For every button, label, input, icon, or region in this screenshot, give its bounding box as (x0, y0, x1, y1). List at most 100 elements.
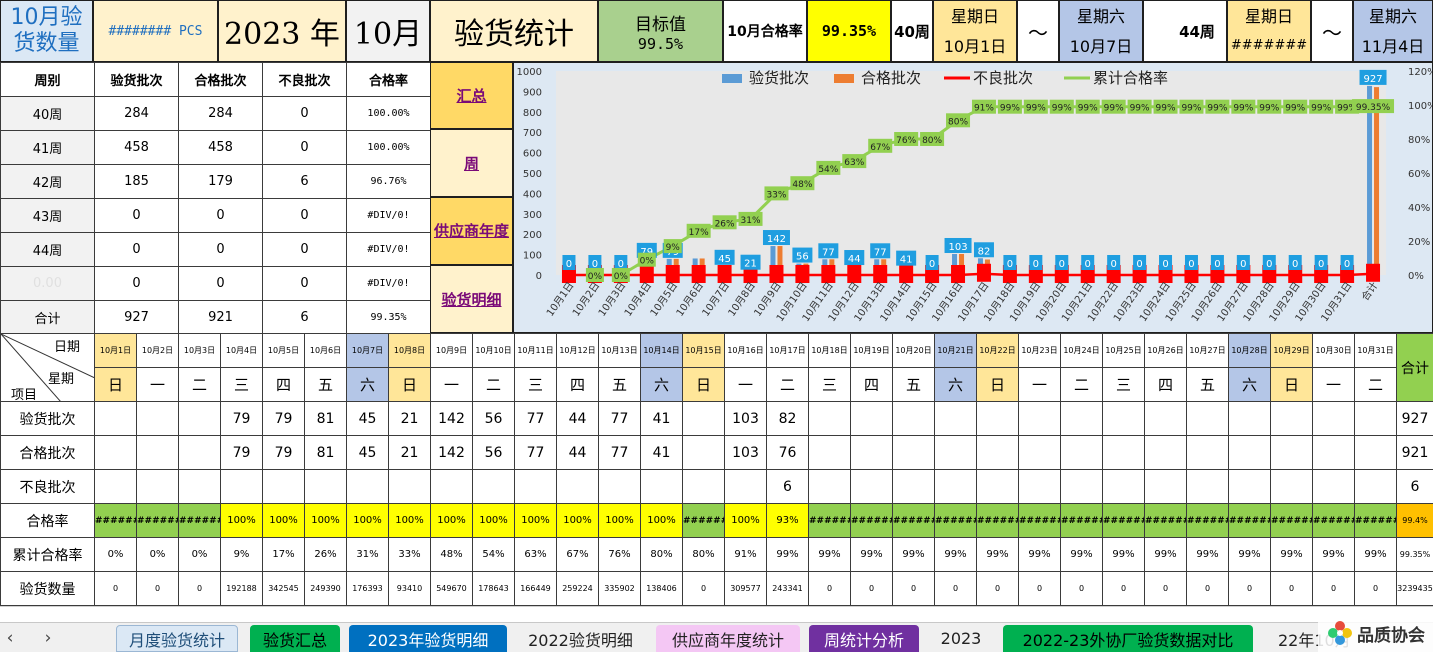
defect-marker (847, 265, 862, 283)
grid-row-label: 累计合格率 (0, 537, 95, 572)
tab-2023-detail[interactable]: 2023年验货明细 (349, 625, 507, 652)
summary-cell: 0 (94, 266, 179, 301)
rate-data-label: 33% (766, 190, 786, 200)
grid-value-cell: 99% (766, 537, 809, 572)
grid-value-cell: 100% (388, 503, 431, 538)
bar-data-label: 142 (767, 234, 786, 245)
grid-value-cell: ###### (808, 503, 851, 538)
summary-cell: 0 (262, 130, 347, 165)
nav-detail-label[interactable]: 验货明细 (441, 290, 502, 309)
nav-supplier-year-button[interactable]: 供应商年度 (430, 197, 513, 265)
bar-label-box (1340, 255, 1354, 270)
y-right-tick: 120% (1408, 67, 1433, 78)
grid-value-cell: 99% (976, 537, 1019, 572)
tab-2022-23-compare[interactable]: 2022-23外协厂验货数据对比 (1003, 625, 1253, 652)
grid-weekday-cell: 一 (1312, 367, 1355, 402)
nav-summary-button[interactable]: 汇总 (430, 62, 513, 129)
grid-value-cell (892, 401, 935, 436)
grid-value-cell (934, 469, 977, 504)
grid-date-cell: 10月25日 (1102, 333, 1145, 368)
grid-total-cell: 99.4% (1396, 503, 1433, 538)
grid-value-cell: 0 (1018, 571, 1061, 606)
grid-value-cell: 80% (682, 537, 725, 572)
grid-date-cell: 10月2日 (136, 333, 179, 368)
nav-detail-button[interactable]: 验货明细 (430, 265, 513, 333)
grid-value-cell (556, 469, 599, 504)
grid-value-cell: 45 (346, 401, 389, 436)
bar-data-label: 0 (1085, 259, 1091, 270)
grid-value-cell: 21 (388, 435, 431, 470)
nav-week-button[interactable]: 周 (430, 129, 513, 197)
y-left-tick: 700 (523, 128, 542, 139)
grid-value-cell: 100% (220, 503, 263, 538)
bar-label-box (844, 250, 865, 266)
grid-value-cell (388, 469, 431, 504)
grid-value-cell: 176393 (346, 571, 389, 606)
rate-data-label: 99% (1000, 104, 1020, 114)
bar-data-label: 0 (1240, 259, 1246, 270)
tab-inspection-summary[interactable]: 验货汇总 (250, 625, 340, 652)
grid-value-cell: 100% (556, 503, 599, 538)
grid-value-cell: ###### (1060, 503, 1103, 538)
grid-value-cell: 0 (682, 571, 725, 606)
grid-value-cell: 67% (556, 537, 599, 572)
grid-value-cell: 0% (178, 537, 221, 572)
grid-value-cell: 79 (262, 435, 305, 470)
grid-row-label: 合格批次 (0, 435, 95, 470)
tab-weekly-analysis[interactable]: 周统计分析 (809, 625, 919, 652)
tilde-cell-1: ～ (1017, 0, 1059, 62)
rate-label-box (1049, 99, 1074, 114)
tab-scroll-left-icon[interactable]: ‹ (6, 628, 14, 648)
summary-cell: #DIV/0! (346, 232, 431, 267)
grid-value-cell: 0% (136, 537, 179, 572)
saturday-label-1: 星期六 (1076, 7, 1125, 26)
grid-value-cell (640, 469, 683, 504)
tab-scroll-right-icon[interactable]: › (44, 628, 52, 648)
bar-label-box (925, 255, 939, 270)
rate-data-label: 17% (689, 228, 709, 238)
tab-2023[interactable]: 2023 (926, 625, 996, 652)
nav-supplier-year-label[interactable]: 供应商年度 (433, 221, 509, 240)
grid-value-cell: 77 (514, 435, 557, 470)
bar-label-box (1159, 255, 1173, 270)
grid-value-cell: 103 (724, 435, 767, 470)
tab-2022-detail[interactable]: 2022验货明细 (512, 625, 649, 652)
nav-summary-label[interactable]: 汇总 (456, 87, 487, 105)
grid-value-cell: 6 (766, 469, 809, 504)
grid-weekday-cell: 五 (598, 367, 641, 402)
tab-supplier-annual[interactable]: 供应商年度统计 (656, 625, 800, 652)
grid-value-cell: 79 (262, 401, 305, 436)
grid-value-cell (1018, 469, 1061, 504)
grid-value-cell (178, 469, 221, 504)
bar-data-label: 77 (822, 247, 835, 258)
grid-value-cell: 99% (892, 537, 935, 572)
y-left-tick: 800 (523, 108, 542, 119)
grid-value-cell (136, 401, 179, 436)
grid-value-cell: 0 (850, 571, 893, 606)
defect-marker (976, 263, 991, 282)
defect-marker (899, 265, 914, 283)
grid-value-cell: 41 (640, 401, 683, 436)
grid-value-cell: 0 (1060, 571, 1103, 606)
grid-value-cell (1060, 435, 1103, 470)
grid-value-cell: 77 (598, 435, 641, 470)
tab-monthly-stats[interactable]: 月度验货统计 (116, 625, 238, 652)
blank-row (0, 606, 1433, 624)
grid-value-cell (1186, 435, 1229, 470)
grid-value-cell (808, 435, 851, 470)
grid-value-cell: 142 (430, 401, 473, 436)
bar-inspected (770, 246, 776, 275)
rate-label-box (1179, 99, 1204, 114)
grid-value-cell: 100% (304, 503, 347, 538)
nav-week-label[interactable]: 周 (463, 154, 479, 173)
summary-row: 合计 927 921 6 99.35% (0, 300, 431, 335)
bar-label-box (1029, 255, 1043, 270)
grid-value-cell: 0% (94, 537, 137, 572)
grid-row-label: 验货批次 (0, 401, 95, 436)
grid-weekday-cell: 二 (178, 367, 221, 402)
grid-data-row: 合格批次 79 79 81 45 21 142 56 77 44 77 41 103 76 921 (0, 435, 1433, 470)
grid-value-cell: ###### (934, 503, 977, 538)
week-end: 44周 (1179, 22, 1215, 41)
grid-value-cell (1018, 401, 1061, 436)
summary-cell: 96.76% (346, 164, 431, 199)
